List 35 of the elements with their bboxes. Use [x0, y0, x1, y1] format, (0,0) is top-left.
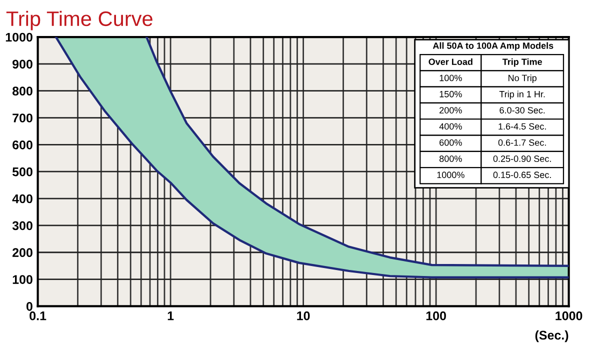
- x-tick-label: 100: [426, 311, 446, 320]
- y-tick-label: 600: [12, 140, 32, 150]
- annotation: 1000%: [437, 172, 464, 178]
- annotation: All 50A to 100A Amp Models: [432, 42, 554, 51]
- annotation: 0.15-0.65 Sec.: [493, 172, 551, 178]
- x-tick-label: 0.1: [30, 311, 46, 320]
- y-tick-label: 800: [12, 86, 32, 96]
- annotation: 400%: [439, 123, 462, 130]
- y-tick-label: 500: [12, 167, 32, 176]
- annotation: Trip Time: [502, 58, 542, 67]
- annotation: 600%: [440, 139, 462, 146]
- annotation: 800%: [440, 156, 462, 162]
- x-tick-label: 10: [297, 311, 310, 320]
- annotation: 0.6-1.7 Sec.: [498, 139, 546, 146]
- annotation: 100%: [440, 74, 462, 82]
- y-tick-label: 900: [12, 60, 32, 69]
- y-tick-label: 0: [26, 302, 32, 311]
- y-tick-label: 200: [12, 248, 32, 258]
- annotation: 1.6-4.5 Sec.: [498, 123, 546, 130]
- y-tick-label: 700: [12, 114, 32, 122]
- annotation: 0.25-0.90 Sec.: [493, 156, 551, 162]
- annotation: Over Load: [428, 58, 472, 66]
- y-tick-label: 1000: [6, 32, 32, 42]
- x-tick-label: 1: [168, 312, 174, 320]
- annotation: 150%: [440, 90, 462, 98]
- y-tick-label: 100: [12, 275, 32, 284]
- annotation: Trip in 1 Hr.: [499, 90, 545, 100]
- y-tick-label: 300: [12, 221, 32, 230]
- x-tick-label: 1000: [556, 311, 582, 320]
- chart-title: Trip Time Curve: [6, 10, 152, 30]
- annotation: No Trip: [508, 74, 537, 83]
- annotation: 200%: [440, 107, 462, 114]
- y-tick-label: 400: [12, 194, 32, 204]
- x-axis-title: (Sec.): [535, 330, 568, 342]
- annotation: 6.0-30 Sec.: [500, 107, 545, 114]
